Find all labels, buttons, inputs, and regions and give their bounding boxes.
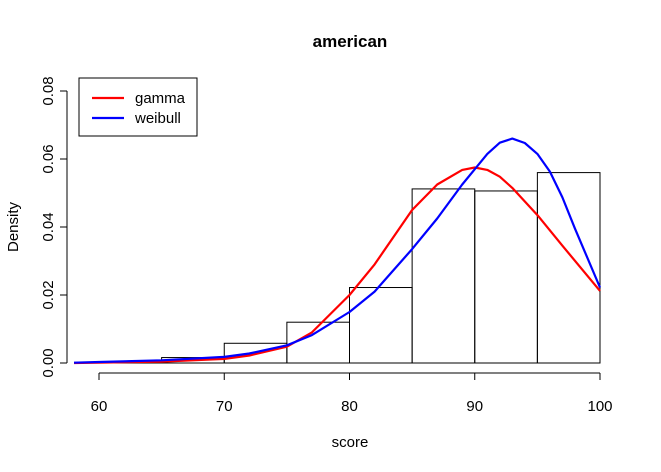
- y-tick-label-0.06: 0.06: [40, 144, 57, 173]
- legend-box: [78, 77, 198, 137]
- y-tick-label-0.02: 0.02: [40, 280, 57, 309]
- x-tick-label-100: 100: [587, 398, 612, 415]
- series-gamma-line: [73, 166, 601, 365]
- histogram-bar-4: [349, 287, 413, 364]
- x-tick-label-70: 70: [216, 398, 233, 415]
- y-tick-label-0.04: 0.04: [40, 212, 57, 241]
- histogram-bar-5: [411, 188, 476, 364]
- y-tick-label-0.08: 0.08: [40, 76, 57, 105]
- legend: gamma weibull: [78, 77, 198, 137]
- legend-label-gamma: gamma: [135, 90, 186, 107]
- legend-label-weibull: weibull: [134, 110, 181, 127]
- x-tick-label-60: 60: [91, 398, 108, 415]
- series-weibull-line: [73, 137, 602, 364]
- y-axis-label: Density: [5, 201, 22, 252]
- x-tick-label-80: 80: [341, 398, 358, 415]
- chart-title: american: [313, 32, 388, 51]
- histogram-bar-6: [474, 190, 538, 364]
- y-axis: 0.00 0.02 0.04 0.06 0.08: [40, 76, 68, 378]
- histogram-bar-7: [536, 172, 601, 364]
- y-tick-label-0.00: 0.00: [40, 348, 57, 377]
- density-curves: [73, 137, 602, 365]
- x-axis-label: score: [332, 434, 369, 451]
- x-tick-label-90: 90: [466, 398, 483, 415]
- x-axis: 60 70 80 90 100: [91, 372, 613, 415]
